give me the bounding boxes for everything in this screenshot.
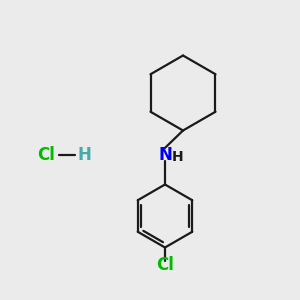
Text: Cl: Cl <box>38 146 56 164</box>
Text: H: H <box>172 150 183 164</box>
Text: H: H <box>78 146 92 164</box>
Text: Cl: Cl <box>156 256 174 274</box>
Text: N: N <box>158 146 172 164</box>
